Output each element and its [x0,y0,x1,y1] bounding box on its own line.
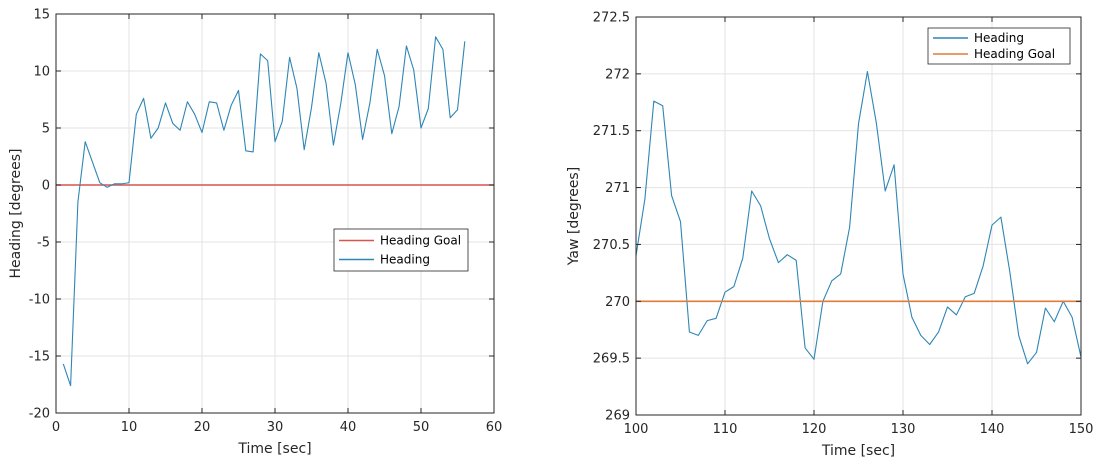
x-tick-label: 10 [121,420,138,435]
y-tick-label: 272 [605,67,630,82]
y-axis-label: Yaw [degrees] [566,167,582,266]
x-tick-label: 130 [891,422,916,437]
x-tick-label: 140 [980,422,1005,437]
x-tick-label: 60 [486,420,503,435]
legend-entry: Heading Goal [974,47,1055,61]
y-tick-label: 0 [42,179,50,194]
y-tick-label: 269.5 [593,352,630,367]
y-tick-label: -20 [29,407,50,422]
plot-area [636,17,1081,415]
x-tick-label: 150 [1069,422,1094,437]
y-tick-label: 5 [42,122,50,137]
legend-box [927,27,1071,65]
series-line-heading [62,36,466,387]
y-tick-label: -10 [29,293,50,308]
legend-box [333,228,469,272]
y-tick-label: 270 [605,295,630,310]
y-tick-label: 271.5 [593,124,630,139]
y-tick-label: 272.5 [593,11,630,26]
chart-1: 0 10 20 30 40 50 60 -20 -15 -10 -5 0 5 10 15 Time [sec]… [8,8,502,458]
x-tick-label: 120 [802,422,827,437]
x-tick-label: 40 [340,420,357,435]
y-axis-label: Heading [degrees] [8,149,24,279]
series-line-heading [635,71,1082,365]
legend-entry: Heading Goal [380,234,461,248]
legend-entry: Heading [974,31,1024,45]
y-tick-label: 10 [33,65,50,80]
x-tick-label: 100 [624,422,649,437]
y-tick-label: -5 [37,236,50,251]
x-tick-label: 50 [413,420,430,435]
chart-2: 100 110 120 130 140 150 269 269.5 270 270.5 271 271… [566,11,1093,460]
y-tick-label: 269 [605,409,630,424]
x-tick-label: 0 [52,420,60,435]
x-axis-label: Time [sec] [821,443,895,459]
y-tick-label: 15 [33,8,50,23]
x-tick-label: 30 [267,420,284,435]
legend-entry: Heading [380,253,430,267]
legend: Heading Goal Heading [333,228,469,272]
x-tick-label: 110 [713,422,738,437]
x-axis-label: Time [sec] [237,441,311,457]
y-tick-label: -15 [29,350,50,365]
y-tick-label: 270.5 [593,238,630,253]
y-tick-label: 271 [605,181,630,196]
legend: Heading Heading Goal [927,27,1071,65]
axes-frame [635,16,1082,416]
x-tick-label: 20 [194,420,211,435]
